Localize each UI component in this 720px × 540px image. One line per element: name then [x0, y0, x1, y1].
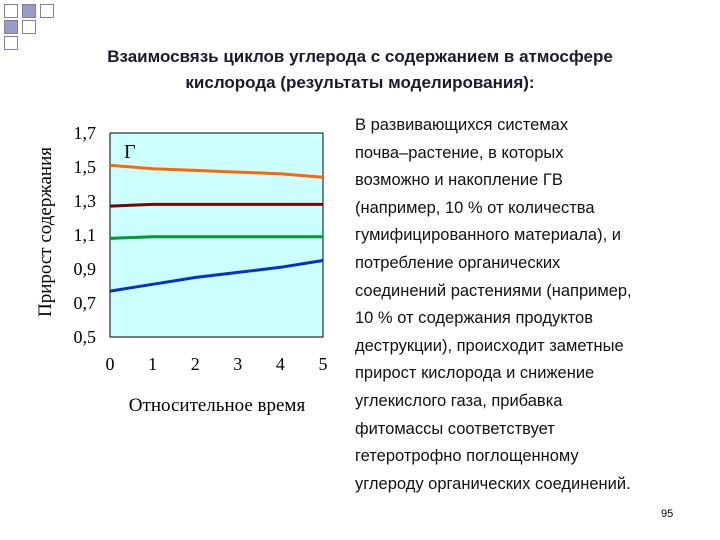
slide-title: Взаимосвязь циклов углерода с содержание…	[40, 44, 680, 96]
body-text-line: 10 % от содержания продуктов	[355, 309, 593, 328]
decor-square-6	[4, 36, 18, 50]
series-line-1	[109, 202, 323, 208]
body-text-line: углероду органических соединений.	[355, 474, 631, 493]
slide-title-line-1: Взаимосвязь циклов углерода с содержание…	[107, 47, 613, 66]
body-text-line: фитомассы соответствует	[355, 419, 555, 438]
y-axis-label: Прирост содержания	[35, 147, 56, 317]
y-tick-label: 1,7	[74, 123, 97, 143]
series-line-2	[109, 235, 323, 240]
body-text-line: возможно и накопление ГВ	[355, 171, 563, 190]
y-tick-label: 1,5	[74, 157, 97, 177]
decor-square-4	[4, 20, 18, 34]
body-text-line: деструкции), происходит заметные	[355, 336, 624, 355]
body-text-line: потребление органических	[355, 253, 561, 272]
body-text-line: В развивающихся системах	[355, 116, 569, 134]
y-tick-label: 0,7	[74, 293, 97, 313]
series-line-0	[109, 163, 324, 179]
x-tick-label: 0	[106, 354, 115, 374]
body-text-line: углекислого газа, прибавка	[355, 391, 563, 410]
body-text: В развивающихся системах почва–растение, …	[355, 112, 705, 498]
x-tick-label: 1	[148, 354, 157, 374]
body-text-line: прирост кислорода и снижение	[355, 364, 595, 383]
x-tick-label: 2	[191, 354, 200, 374]
decor-square-2	[22, 4, 36, 18]
y-tick-label: 0,9	[74, 259, 97, 279]
y-tick-label: 1,1	[74, 225, 97, 245]
decor-square-5	[22, 20, 36, 34]
x-tick-label: 4	[276, 354, 285, 374]
x-tick-label: 5	[319, 354, 328, 374]
slide-title-line-2: кислорода (результаты моделирования):	[185, 73, 535, 92]
body-text-line: гетеротрофно поглощенному	[355, 447, 579, 466]
y-tick-label: 0,5	[74, 327, 97, 347]
body-text-line: гумифицированного материала), и	[355, 226, 621, 245]
x-axis-label: Относительное время	[129, 395, 306, 416]
x-tick-label: 3	[233, 354, 242, 374]
body-text-line: почва–растение, в которых	[355, 143, 564, 162]
decor-square-1	[4, 4, 18, 18]
decor-square-3	[40, 4, 54, 18]
body-text-line: (например, 10 % от количества	[355, 198, 595, 217]
panel-label: Г	[124, 141, 136, 163]
plot-area	[109, 132, 324, 338]
body-text-line: соединений растениями (например,	[355, 281, 632, 300]
series-line-3	[109, 259, 324, 293]
y-tick-label: 1,3	[74, 191, 97, 211]
page-number: 95	[661, 508, 674, 520]
